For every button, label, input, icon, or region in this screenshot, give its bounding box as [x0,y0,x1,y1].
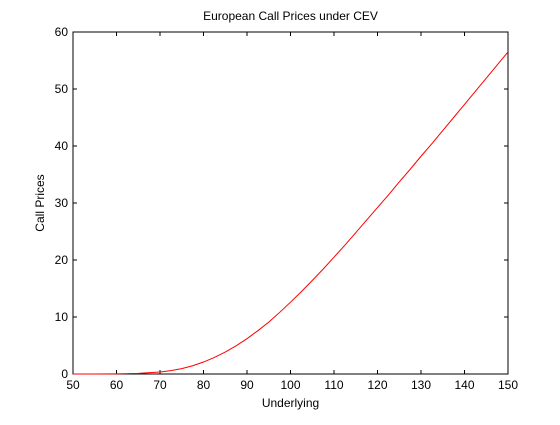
y-tick-label: 30 [55,196,69,210]
plot-area-frame [72,31,509,375]
y-tick-label: 50 [55,82,69,96]
y-tick-label: 10 [55,310,69,324]
series-line-call-price [73,51,509,375]
x-tick-label: 60 [110,378,124,392]
x-axis-label: Underlying [262,396,319,410]
y-axis-label: Call Prices [33,174,47,231]
x-tick-label: 110 [324,378,343,392]
y-tick-label: 40 [55,139,69,153]
x-tick-label: 50 [66,378,80,392]
x-tick-label: 140 [454,378,474,392]
x-tick-label: 100 [280,378,300,392]
y-tick-label: 20 [55,253,69,267]
x-tick-label: 130 [411,378,431,392]
x-tick-label: 70 [153,378,167,392]
y-tick-label: 60 [55,25,69,39]
chart-title: European Call Prices under CEV [203,9,378,23]
y-tick-label: 0 [61,367,68,381]
x-tick-label: 80 [197,378,211,392]
plot-layer: 50 60 70 80 90 100 110 120 130 140 150 0 10 20 30 40 50 6… [55,25,519,392]
x-tick-label: 150 [498,378,518,392]
x-tick-label: 90 [240,378,254,392]
x-tick-label: 120 [367,378,387,392]
